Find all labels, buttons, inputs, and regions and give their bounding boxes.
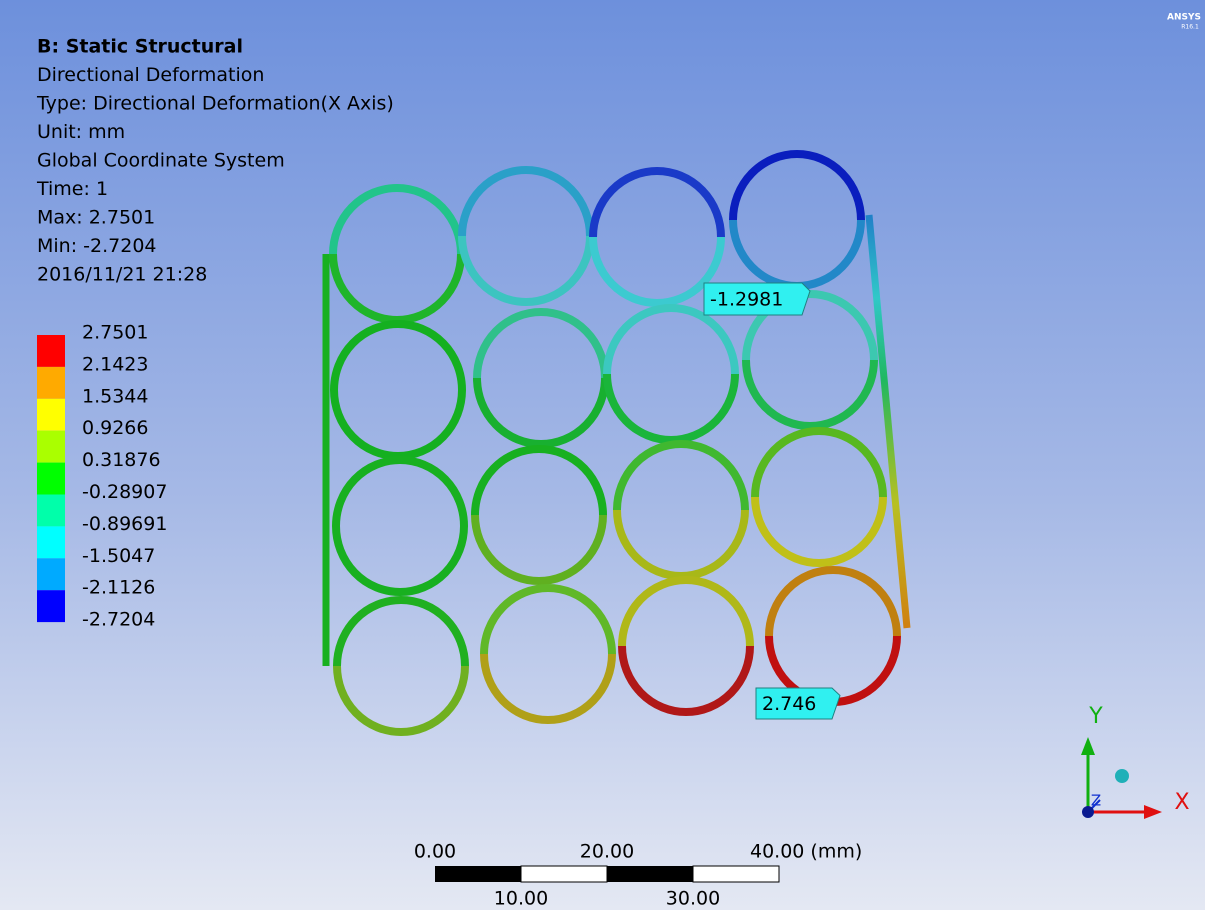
logo: ANSYS <box>1167 13 1201 23</box>
header-line: Type: Directional Deformation(X Axis) <box>36 93 394 115</box>
scale-segment <box>693 866 779 882</box>
header-line: 2016/11/21 21:28 <box>37 264 207 286</box>
legend-label: 0.31876 <box>82 449 161 471</box>
legend-swatch <box>37 463 65 495</box>
z-label: Z <box>1091 792 1101 810</box>
legend-swatch <box>37 399 65 431</box>
scale-segment <box>607 866 693 882</box>
scale-segment <box>435 866 521 882</box>
probe-label: -1.2981 <box>710 289 783 311</box>
viewport: ANSYS R16.1 B: Static Structural Directio… <box>0 0 1205 910</box>
legend-swatch <box>37 335 65 367</box>
header-line: Global Coordinate System <box>37 150 285 172</box>
legend-label: -0.89691 <box>82 513 167 535</box>
legend-swatch <box>37 495 65 527</box>
legend-label: 0.9266 <box>82 417 148 439</box>
legend-label: -1.5047 <box>82 545 155 567</box>
background <box>0 0 1205 910</box>
header-line: Min: -2.7204 <box>37 235 157 257</box>
header-line: Unit: mm <box>37 121 125 143</box>
scale-label: 40.00 (mm) <box>750 841 862 863</box>
scale-label: 20.00 <box>580 841 634 863</box>
legend-label: -2.1126 <box>82 577 155 599</box>
scale-segment <box>521 866 607 882</box>
header-line: Max: 2.7501 <box>37 207 155 229</box>
x-label: X <box>1174 790 1189 815</box>
legend-label: -2.7204 <box>82 609 155 631</box>
header-title: B: Static Structural <box>37 36 243 58</box>
y-label: Y <box>1088 704 1103 729</box>
legend-swatch <box>37 526 65 558</box>
sphere <box>1115 769 1129 783</box>
legend-swatch <box>37 558 65 590</box>
header-line: Time: 1 <box>36 178 108 200</box>
legend-swatch <box>37 367 65 399</box>
probe-label: 2.746 <box>762 693 816 715</box>
legend-label: 2.1423 <box>82 353 148 375</box>
scale-label: 0.00 <box>414 841 456 863</box>
scale-label: 10.00 <box>494 888 548 910</box>
legend-swatch <box>37 590 65 622</box>
header-line: Directional Deformation <box>37 64 264 86</box>
legend-label: 1.5344 <box>82 385 148 407</box>
logo-version: R16.1 <box>1181 24 1199 31</box>
legend-swatch <box>37 431 65 463</box>
legend-label: 2.7501 <box>82 322 148 344</box>
scale-label: 30.00 <box>666 888 720 910</box>
legend-label: -0.28907 <box>82 481 167 503</box>
